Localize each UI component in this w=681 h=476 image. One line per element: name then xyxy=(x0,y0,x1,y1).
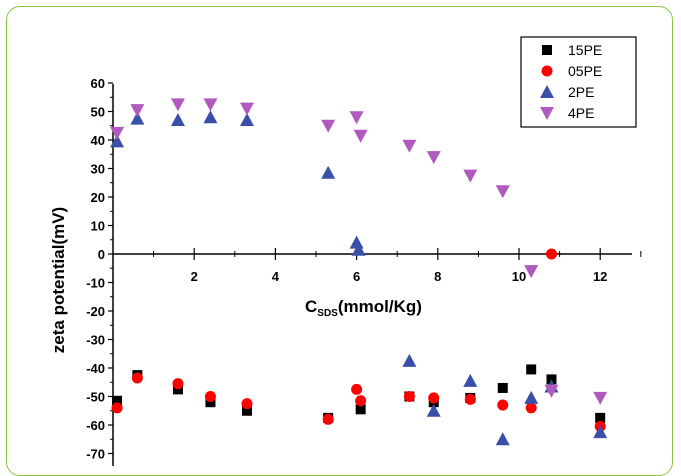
legend-marker-4PE xyxy=(540,107,554,120)
data-point-2PE xyxy=(349,235,364,249)
data-point-2PE xyxy=(524,390,539,404)
legend-marker-05PE xyxy=(541,65,553,77)
data-point-2PE xyxy=(463,373,478,387)
data-point-05PE xyxy=(464,393,476,405)
y-tick-label: 0 xyxy=(98,247,105,262)
data-point-4PE xyxy=(321,119,336,133)
data-point-4PE xyxy=(463,169,478,183)
data-point-2PE xyxy=(239,113,254,127)
data-point-2PE xyxy=(495,432,510,446)
data-point-15PE xyxy=(241,405,252,416)
data-point-4PE xyxy=(130,104,145,118)
y-axis-label: zeta potential(mV) xyxy=(49,207,68,353)
y-tick-label: -70 xyxy=(86,447,105,462)
legend-marker-15PE xyxy=(542,45,552,55)
data-point-15PE xyxy=(497,382,508,393)
y-tick-label: 30 xyxy=(91,162,105,177)
data-point-15PE xyxy=(205,397,216,408)
data-point-15PE xyxy=(172,384,183,395)
data-point-05PE xyxy=(111,402,123,414)
data-point-4PE xyxy=(426,151,441,165)
legend-label-15PE: 15PE xyxy=(568,42,602,58)
scatter-chart: 60 50 40 30 20 10 0 -10 -20 -30 -40 -50 -60 -70 2 4 6 8 10… xyxy=(49,36,642,466)
data-point-4PE xyxy=(239,102,254,116)
x-tick-label: 12 xyxy=(593,269,607,284)
data-point-15PE xyxy=(526,364,537,375)
x-tick-label: 2 xyxy=(191,269,198,284)
y-tick-label: -60 xyxy=(86,418,105,433)
legend-marker-2PE xyxy=(540,85,554,98)
data-point-05PE xyxy=(351,383,363,395)
x-axis-label: CSDS(mmol/Kg) xyxy=(305,297,422,319)
y-tick-label: 60 xyxy=(91,76,105,91)
data-point-05PE xyxy=(241,398,253,410)
y-tick-label: 40 xyxy=(91,133,105,148)
x-axis-label-main: C xyxy=(305,297,317,316)
data-point-2PE xyxy=(203,110,218,124)
legend-box xyxy=(520,36,637,128)
data-point-05PE xyxy=(204,391,216,402)
y-tick-label: -20 xyxy=(86,304,105,319)
data-point-2PE xyxy=(130,111,145,125)
y-tick-label: 20 xyxy=(91,190,105,205)
y-tick-label: -10 xyxy=(86,276,105,291)
series-4PE xyxy=(110,98,608,405)
data-point-15PE xyxy=(355,404,366,415)
axes-group: 60 50 40 30 20 10 0 -10 -20 -30 -40 -50 -60 -70 2 4 6 8 10… xyxy=(86,76,642,466)
data-point-4PE xyxy=(593,391,608,405)
data-points-group xyxy=(110,98,608,446)
data-point-4PE xyxy=(110,126,125,140)
data-point-05PE xyxy=(525,402,537,414)
x-tick-label: 10 xyxy=(512,269,526,284)
legend-label-4PE: 4PE xyxy=(568,105,594,121)
legend-label-2PE: 2PE xyxy=(568,84,594,100)
data-point-15PE xyxy=(546,374,557,385)
data-point-2PE xyxy=(402,353,417,367)
data-point-4PE xyxy=(495,185,510,199)
data-point-05PE xyxy=(131,372,143,384)
x-axis-label-unit: (mmol/Kg) xyxy=(338,297,422,316)
data-point-05PE xyxy=(545,248,557,260)
data-point-2PE xyxy=(593,425,608,439)
data-point-05PE xyxy=(428,392,440,404)
data-point-05PE xyxy=(497,399,509,411)
series-2PE xyxy=(110,110,608,446)
legend-label-05PE: 05PE xyxy=(568,63,602,79)
data-point-15PE xyxy=(595,412,606,423)
x-tick-label: 8 xyxy=(434,269,441,284)
data-point-4PE xyxy=(203,98,218,112)
data-point-4PE xyxy=(544,384,559,398)
y-tick-label: -30 xyxy=(86,333,105,348)
data-point-05PE xyxy=(172,378,184,390)
data-point-4PE xyxy=(353,129,368,143)
data-point-05PE xyxy=(322,413,334,425)
data-point-2PE xyxy=(110,134,125,148)
x-axis-label-subscript: SDS xyxy=(317,308,338,319)
legend: 15PE 05PE 2PE 4PE xyxy=(520,36,637,128)
y-tick-label: -50 xyxy=(86,390,105,405)
y-tick-label: 50 xyxy=(91,105,105,120)
x-tick-label: 4 xyxy=(272,269,280,284)
data-point-2PE xyxy=(321,165,336,179)
data-point-4PE xyxy=(170,98,185,112)
data-point-2PE xyxy=(170,113,185,127)
data-point-4PE xyxy=(524,265,539,279)
data-point-05PE xyxy=(355,395,367,407)
data-point-4PE xyxy=(402,139,417,153)
data-point-2PE xyxy=(426,403,441,417)
data-point-2PE xyxy=(351,242,366,256)
y-tick-label: -40 xyxy=(86,361,105,376)
data-point-05PE xyxy=(403,391,415,402)
y-tick-label: 10 xyxy=(91,219,105,234)
x-tick-label: 6 xyxy=(353,269,360,284)
data-point-4PE xyxy=(349,111,364,125)
data-point-15PE xyxy=(112,395,123,406)
